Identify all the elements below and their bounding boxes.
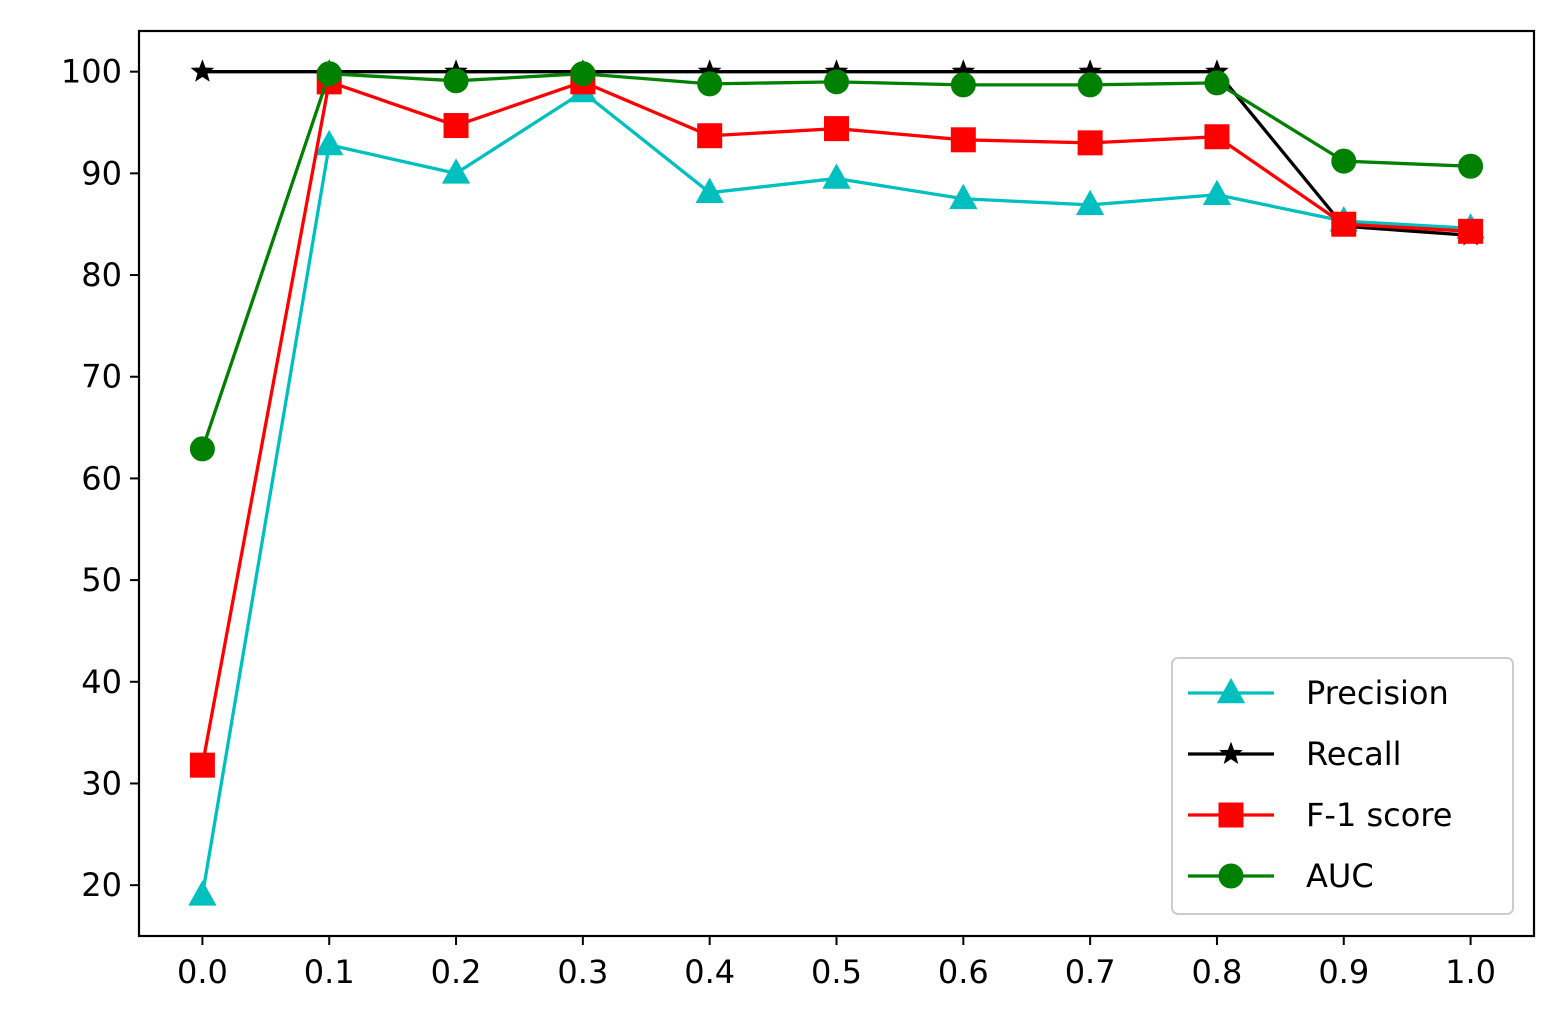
legend-circle-icon (1218, 863, 1244, 889)
x-tick-label: 0.4 (684, 953, 735, 991)
triangle-marker (315, 129, 344, 156)
x-axis: 0.0 0.1 0.2 0.3 0.4 0.5 0.6 0.7 0.8 0.9 1.0 (177, 936, 1496, 991)
triangle-marker (695, 177, 724, 203)
triangle-marker (1202, 179, 1232, 206)
triangle-marker (1075, 189, 1105, 216)
x-tick-label: 0.1 (304, 953, 355, 991)
circle-marker (1458, 153, 1484, 179)
y-tick-label: 90 (81, 154, 122, 192)
square-marker (443, 113, 469, 139)
legend-label: Recall (1306, 735, 1401, 773)
star-marker (190, 59, 215, 82)
y-tick-label: 30 (81, 764, 122, 802)
y-tick-label: 100 (61, 53, 122, 91)
legend-box (1171, 657, 1514, 915)
circle-marker (570, 61, 596, 87)
legend-label: F-1 score (1306, 796, 1452, 834)
legend-item: Precision (1188, 674, 1449, 712)
circle-marker (697, 71, 723, 97)
circle-marker (1331, 148, 1357, 174)
square-marker (824, 116, 849, 142)
y-tick-label: 40 (81, 663, 122, 701)
legend-label: Precision (1306, 674, 1449, 712)
square-marker (189, 752, 215, 778)
x-tick-label: 0.9 (1318, 953, 1369, 991)
y-tick-label: 20 (81, 866, 122, 904)
square-marker (697, 123, 723, 149)
triangle-marker (822, 163, 851, 189)
x-tick-label: 0.6 (938, 953, 989, 991)
y-axis: 20 30 40 50 60 70 80 90 100 (61, 53, 139, 904)
square-marker (950, 127, 976, 153)
square-marker (1331, 211, 1357, 237)
chart-marks (188, 59, 1485, 906)
circle-marker (950, 72, 976, 98)
circle-marker (824, 69, 849, 95)
circle-marker (443, 68, 469, 94)
y-tick-label: 60 (81, 459, 122, 497)
series-auc (189, 61, 1484, 462)
circle-marker (1204, 70, 1230, 96)
square-marker (1204, 124, 1230, 150)
legend-star-icon (1219, 741, 1243, 765)
legend: Precision Recall F-1 score AUC (1171, 657, 1514, 915)
x-tick-label: 0.0 (177, 953, 228, 991)
triangle-marker (188, 880, 217, 906)
x-tick-label: 0.8 (1192, 953, 1243, 991)
y-tick-label: 70 (81, 358, 122, 396)
triangle-marker (949, 183, 978, 210)
x-tick-label: 0.5 (811, 953, 862, 991)
triangle-marker (441, 158, 471, 184)
legend-item: Recall (1188, 735, 1401, 773)
legend-triangle-icon (1216, 677, 1246, 704)
legend-item: F-1 score (1188, 796, 1452, 834)
y-tick-label: 50 (81, 561, 122, 599)
circle-marker (1077, 72, 1103, 98)
circle-marker (189, 436, 215, 462)
legend-item: AUC (1188, 857, 1374, 895)
legend-label: AUC (1306, 857, 1374, 895)
square-marker (1077, 130, 1103, 156)
x-tick-label: 0.2 (431, 953, 482, 991)
x-tick-label: 0.7 (1065, 953, 1116, 991)
y-tick-label: 80 (81, 256, 122, 294)
x-tick-label: 1.0 (1445, 953, 1496, 991)
square-marker (1458, 218, 1484, 244)
series-f-1-score (189, 69, 1484, 778)
circle-marker (316, 61, 342, 87)
legend-square-icon (1218, 802, 1244, 828)
x-tick-label: 0.3 (557, 953, 608, 991)
